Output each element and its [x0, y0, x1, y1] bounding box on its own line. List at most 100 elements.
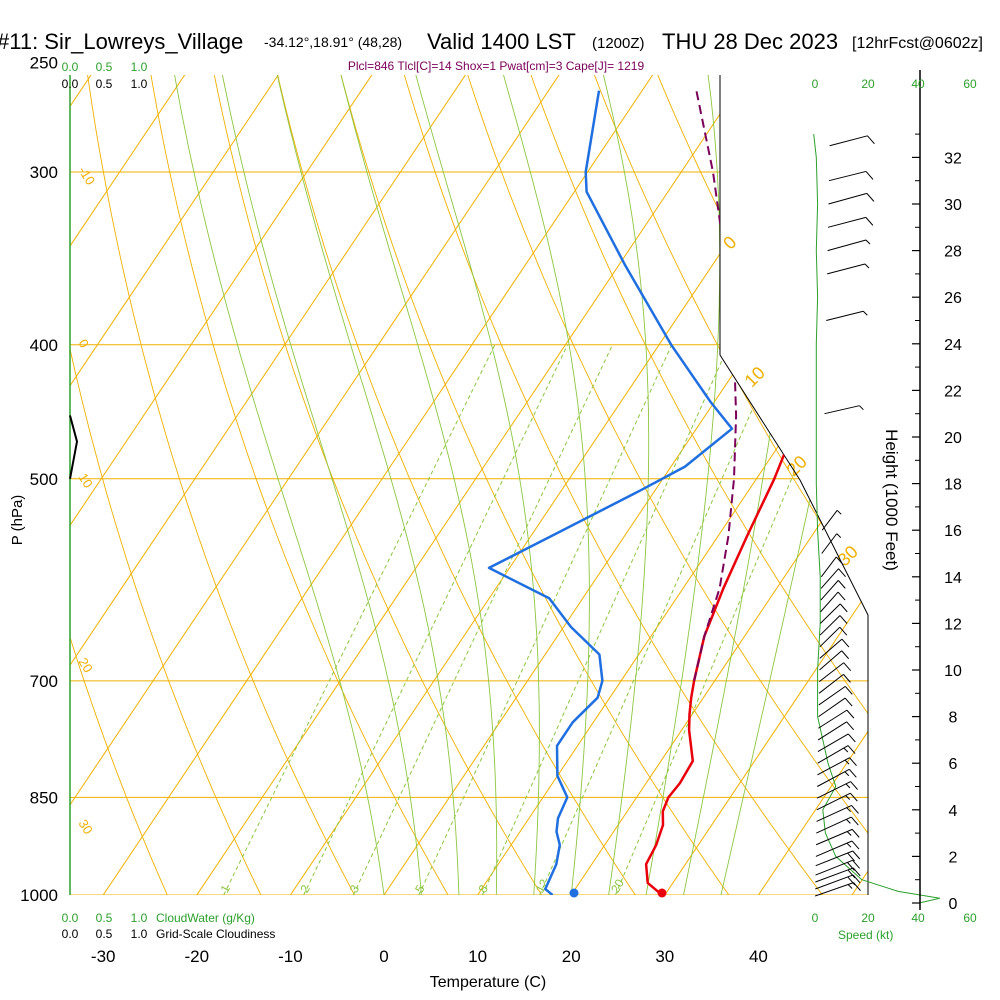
- wind-barb: [817, 733, 856, 752]
- mixing-ratio-line: [352, 344, 613, 895]
- wind-barb: [816, 792, 858, 811]
- wind-barb: [824, 405, 864, 415]
- wind-barb-flag: [865, 217, 874, 226]
- mixing-ratio-label: 3: [347, 882, 363, 895]
- wind-barb: [817, 721, 855, 741]
- wind-barb-flag: [848, 769, 857, 778]
- cloud-water-tick-bottom: 0.5: [96, 911, 113, 925]
- wind-barb-flag: [852, 867, 861, 877]
- wind-barb-flag: [847, 862, 855, 871]
- wind-barb-shaft: [817, 768, 850, 787]
- isotherm-line: [102, 75, 662, 895]
- wind-barb-shaft: [815, 867, 854, 883]
- wind-barb-half: [845, 795, 851, 800]
- height-tick-label: 24: [944, 337, 962, 354]
- cloud-cover-tick-bottom: 0.0: [62, 927, 79, 941]
- wind-barb-shaft: [815, 840, 853, 857]
- wind-barb-flag: [837, 591, 846, 601]
- wind-barb-half: [864, 263, 870, 269]
- wind-barb-shaft: [828, 170, 867, 182]
- dry-adiabat-line: [70, 75, 181, 895]
- height-tick-label: 0: [949, 896, 958, 913]
- wind-barb-shaft: [827, 239, 867, 252]
- wind-barb: [819, 626, 848, 648]
- isotherm-line: [851, 75, 868, 895]
- pressure-tick-label: 300: [30, 163, 58, 182]
- wind-barb-half: [836, 509, 842, 515]
- moist-adiabat-line: [214, 75, 422, 895]
- cloud-cover-tick-bottom: 0.5: [96, 927, 113, 941]
- pressure-tick-label: 1000: [20, 886, 58, 905]
- plot-boundary: [719, 75, 869, 895]
- wind-barb-shaft: [819, 615, 841, 636]
- height-tick-label: 14: [944, 570, 962, 587]
- wind-barb-flag: [846, 709, 855, 719]
- wind-barb-flag: [846, 721, 855, 731]
- isotherm-label: 20: [75, 655, 95, 675]
- wind-barb-shaft: [815, 850, 853, 867]
- cloud-cover-tick-top: 1.0: [131, 77, 148, 91]
- temperature-tick-label: -10: [278, 947, 303, 966]
- wind-barb-flag: [850, 816, 859, 826]
- wind-barb: [820, 568, 846, 589]
- wind-barb-flag: [835, 556, 844, 566]
- mixing-ratio-line: [418, 344, 673, 895]
- speed-tick-label-bottom: 60: [963, 911, 977, 925]
- wind-barb-shaft: [818, 709, 848, 729]
- height-tick-label: 8: [949, 710, 958, 727]
- wind-barb-half: [846, 831, 852, 836]
- wind-barb: [817, 757, 857, 776]
- wind-barb-flag: [852, 859, 860, 869]
- dry-adiabat-line: [455, 75, 868, 895]
- mixing-ratio-line: [303, 344, 569, 895]
- wind-barb: [815, 859, 860, 876]
- wind-barb-shaft: [821, 533, 838, 554]
- moist-adiabat-line: [268, 75, 460, 895]
- wind-barb: [815, 874, 861, 890]
- dry-adiabat-line: [82, 75, 371, 895]
- wind-barb: [820, 556, 844, 578]
- speed-tick-label-bottom: 20: [861, 911, 875, 925]
- isotherm-line: [0, 63, 6, 895]
- parcel-line: [693, 90, 738, 682]
- height-tick-label: 22: [944, 383, 962, 400]
- wind-barb: [816, 804, 859, 822]
- dry-adiabat-line: [580, 75, 868, 895]
- moist-adiabat-line: [167, 75, 385, 895]
- wind-barb-flag: [839, 626, 848, 636]
- wind-barb-flag: [847, 852, 855, 862]
- cloud-water-tick-top: 0.5: [96, 60, 113, 74]
- speed-tick-label-bottom: 0: [812, 911, 819, 925]
- dry-adiabat-line: [393, 75, 846, 895]
- mixing-ratio-line: [481, 344, 730, 895]
- wind-barb: [828, 192, 875, 205]
- wind-barb: [827, 239, 871, 252]
- mixing-ratio-label: 5: [412, 882, 428, 895]
- isotherm-line: [664, 75, 868, 895]
- speed-tick-label-top: 40: [911, 77, 925, 91]
- speed-axis-label: Speed (kt): [838, 928, 893, 942]
- wind-barb-shaft: [816, 792, 851, 811]
- wind-barb-flag: [851, 840, 860, 850]
- wind-barb-half: [845, 783, 851, 789]
- wind-barb: [819, 615, 848, 636]
- wind-barb: [821, 533, 842, 554]
- wind-barb: [815, 828, 860, 846]
- wind-barb-shaft: [827, 216, 866, 228]
- temperature-tick-label: -20: [185, 947, 210, 966]
- wind-barb-flag: [841, 638, 850, 648]
- wind-barb-shaft: [817, 757, 850, 776]
- wind-barb-shaft: [819, 638, 843, 659]
- temperature-tick-label: -30: [91, 947, 116, 966]
- wind-barb-shaft: [817, 733, 849, 752]
- isotherm-line: [70, 75, 287, 895]
- wind-barb-shaft: [820, 568, 839, 589]
- wind-barb: [819, 650, 850, 671]
- wind-barb-flag: [847, 745, 856, 754]
- moist-adiabat-line: [405, 75, 540, 895]
- temperature-tick-label: 0: [379, 947, 388, 966]
- wind-barb-flag: [843, 662, 852, 672]
- moist-adiabat-line: [593, 75, 650, 895]
- wind-barb-shaft: [814, 882, 854, 897]
